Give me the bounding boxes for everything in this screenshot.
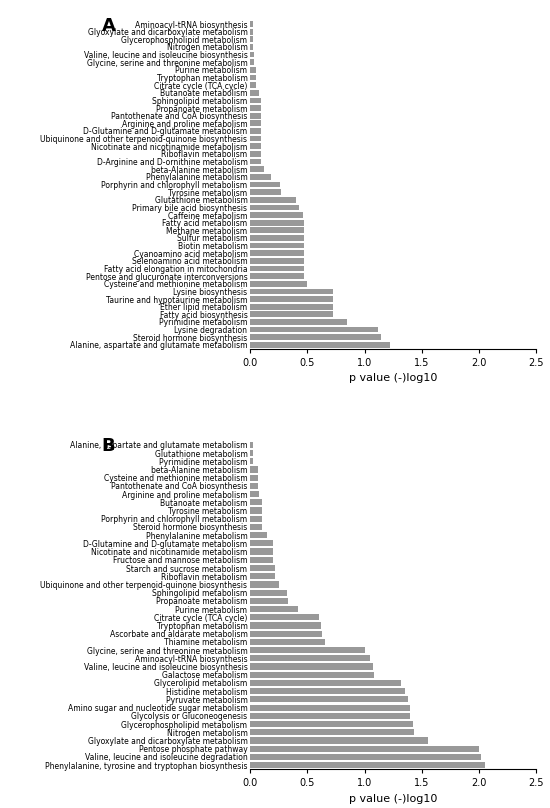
Bar xyxy=(250,721,412,727)
Bar xyxy=(250,655,370,662)
Bar xyxy=(250,59,254,65)
Bar xyxy=(250,304,333,309)
Bar xyxy=(250,474,258,481)
Bar xyxy=(250,671,374,678)
Bar xyxy=(250,516,262,522)
Bar xyxy=(250,532,267,538)
Bar xyxy=(250,507,262,514)
Bar xyxy=(250,74,256,80)
Bar xyxy=(250,639,324,645)
Bar xyxy=(250,499,262,505)
Bar xyxy=(250,297,333,302)
Bar xyxy=(250,450,252,456)
Bar xyxy=(250,663,373,670)
Bar xyxy=(250,549,273,554)
Bar xyxy=(250,120,261,126)
Bar xyxy=(250,713,410,719)
Bar xyxy=(250,342,390,347)
Bar xyxy=(250,82,256,88)
Bar xyxy=(250,483,258,489)
Bar xyxy=(250,557,273,563)
Bar xyxy=(250,90,260,95)
Bar xyxy=(250,491,260,497)
Bar xyxy=(250,311,333,318)
Bar xyxy=(250,598,288,604)
Bar xyxy=(250,258,304,263)
Bar xyxy=(250,98,261,103)
Bar xyxy=(250,606,298,612)
Bar xyxy=(250,273,304,279)
Bar xyxy=(250,281,307,287)
Bar xyxy=(250,524,262,530)
Bar xyxy=(250,197,296,203)
X-axis label: p value (-)log10: p value (-)log10 xyxy=(349,793,437,804)
Bar xyxy=(250,458,252,465)
Bar xyxy=(250,746,479,751)
Bar xyxy=(250,573,276,579)
Bar xyxy=(250,738,427,743)
Bar xyxy=(250,622,321,629)
Bar xyxy=(250,105,261,111)
Bar xyxy=(250,541,273,546)
Bar xyxy=(250,174,271,179)
Bar xyxy=(250,128,261,134)
Bar xyxy=(250,729,414,735)
Bar xyxy=(250,67,256,73)
Bar xyxy=(250,182,280,187)
Bar xyxy=(250,143,261,149)
Bar xyxy=(250,21,252,27)
Bar xyxy=(250,242,304,248)
Bar xyxy=(250,581,279,587)
Bar xyxy=(250,565,276,571)
Bar xyxy=(250,319,348,325)
Bar xyxy=(250,705,410,711)
Bar xyxy=(250,151,261,157)
Bar xyxy=(250,189,281,195)
Bar xyxy=(250,158,261,164)
Bar xyxy=(250,688,405,694)
Bar xyxy=(250,213,303,218)
Bar xyxy=(250,220,304,225)
Bar xyxy=(250,227,304,234)
X-axis label: p value (-)log10: p value (-)log10 xyxy=(349,373,437,383)
Bar xyxy=(250,36,252,42)
Bar xyxy=(250,614,319,621)
Bar xyxy=(250,166,264,172)
Bar xyxy=(250,696,408,702)
Bar xyxy=(250,235,304,241)
Bar xyxy=(250,442,252,448)
Bar xyxy=(250,29,252,35)
Bar xyxy=(250,288,333,294)
Text: A: A xyxy=(102,17,116,35)
Bar xyxy=(250,113,261,119)
Bar xyxy=(250,590,287,595)
Bar xyxy=(250,630,322,637)
Bar xyxy=(250,326,378,332)
Bar xyxy=(250,754,481,760)
Bar xyxy=(250,136,261,141)
Bar xyxy=(250,680,402,686)
Bar xyxy=(250,762,485,768)
Bar xyxy=(250,250,304,256)
Bar xyxy=(250,44,252,50)
Bar xyxy=(250,204,299,210)
Bar xyxy=(250,335,381,340)
Bar xyxy=(250,647,365,653)
Bar xyxy=(250,52,254,57)
Bar xyxy=(250,466,258,473)
Bar xyxy=(250,266,304,271)
Text: B: B xyxy=(102,437,115,456)
